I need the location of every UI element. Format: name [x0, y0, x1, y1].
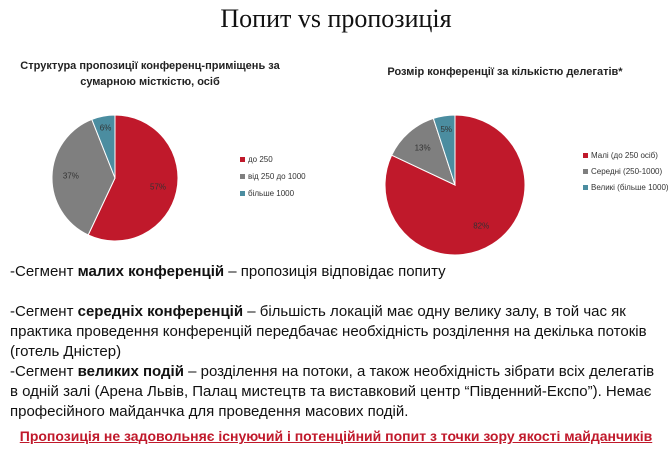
- pie-slice: [51, 118, 116, 236]
- pie-slice: [91, 114, 116, 179]
- legend-swatch: [240, 174, 245, 179]
- text: – розділення на потоки, а також необхідн…: [10, 363, 655, 420]
- conclusion: Пропозиція не задовольняє існуючий і пот…: [19, 428, 653, 444]
- pie-slice: [87, 114, 179, 242]
- slide-title: Попит vs пропозиція: [220, 4, 452, 33]
- text: – пропозиція відповідає попиту: [224, 263, 446, 280]
- slice-label: 37%: [63, 172, 79, 181]
- emphasis: малих конференцій: [77, 263, 225, 280]
- slice-label: 82%: [473, 221, 489, 230]
- legend-label: до 250: [248, 155, 273, 164]
- slice-label: 6%: [100, 124, 112, 133]
- paragraph: -Сегмент великих подій – розділення на п…: [10, 362, 666, 422]
- text: -Сегмент: [10, 303, 78, 320]
- chart-title: Розмір конференції за кількістю делегаті…: [387, 66, 623, 78]
- text: – більшість локацій має одну велику залу…: [10, 303, 647, 360]
- paragraph: -Сегмент середніх конференцій – більшіст…: [10, 302, 666, 362]
- legend-label: Середні (250-1000): [591, 167, 663, 176]
- pie-slice: [432, 114, 456, 186]
- legend-swatch: [240, 191, 245, 196]
- chart-title: Структура пропозиції конференц-приміщень…: [20, 60, 280, 88]
- legend-swatch: [583, 185, 588, 190]
- paragraph: -Сегмент малих конференцій – пропозиція …: [10, 262, 666, 282]
- slice-label: 57%: [150, 183, 166, 192]
- emphasis: середніх конференцій: [77, 303, 244, 320]
- legend-label: більше 1000: [248, 189, 295, 198]
- slice-label: 13%: [415, 143, 431, 152]
- legend-label: від 250 до 1000: [248, 172, 306, 181]
- legend-swatch: [583, 169, 588, 174]
- legend-swatch: [240, 157, 245, 162]
- emphasis: великих подій: [77, 363, 184, 380]
- slice-label: 5%: [440, 125, 452, 134]
- pie-slice: [390, 117, 456, 186]
- text: -Сегмент: [10, 263, 78, 280]
- legend-label: Малі (до 250 осіб): [591, 151, 658, 160]
- text: -Сегмент: [10, 363, 78, 380]
- legend-swatch: [583, 153, 588, 158]
- legend-label: Великі (більше 1000): [591, 183, 669, 192]
